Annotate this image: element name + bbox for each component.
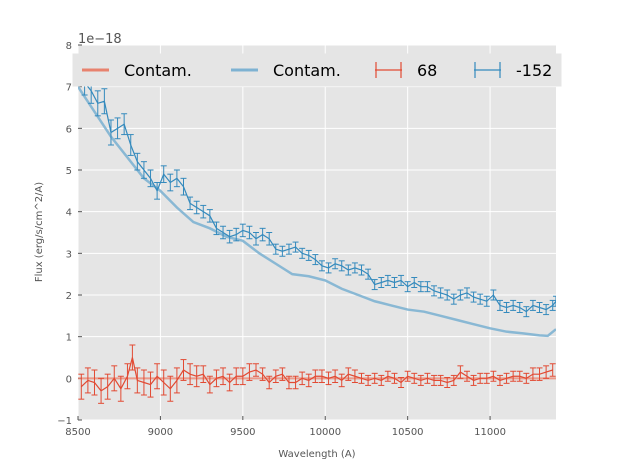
x-tick-label: 10500 [392, 427, 424, 438]
x-axis-label: Wavelength (A) [278, 449, 355, 460]
y-tick-label: −1 [57, 416, 72, 427]
legend-label: Contam. [273, 61, 341, 80]
y-tick-label: 6 [66, 124, 72, 135]
x-tick-label: 8500 [65, 427, 90, 438]
x-tick-label: 9500 [230, 427, 255, 438]
x-tick-label: 11000 [474, 427, 506, 438]
series-layer [78, 69, 556, 404]
y-tick-label: 5 [66, 166, 72, 177]
legend-label: Contam. [124, 61, 192, 80]
axis-ticks: 8500 9000 9500 10000 10500 11000 −1 0 1 2 3 4 5 6 7 8 [57, 41, 506, 438]
y-tick-label: 2 [66, 291, 72, 302]
y-axis-label: Flux (erg/s/cm^2/A) [34, 182, 45, 282]
y-tick-label: 0 [66, 374, 72, 385]
y-tick-label: 7 [66, 83, 72, 94]
y-tick-label: 1 [66, 333, 72, 344]
x-tick-label: 9000 [148, 427, 173, 438]
y-tick-label: 3 [66, 249, 72, 260]
y-tick-label: 8 [66, 41, 72, 52]
plot-area [78, 45, 556, 420]
clipped-series [78, 69, 556, 404]
contam-blue-line [78, 85, 556, 338]
y-tick-label: 4 [66, 208, 72, 219]
legend: Contam. Contam. 68 -152 [72, 53, 562, 87]
legend-label: 68 [417, 61, 437, 80]
y-offset-text: 1e−18 [78, 32, 122, 47]
legend-label: -152 [516, 61, 552, 80]
x-tick-label: 10000 [309, 427, 341, 438]
